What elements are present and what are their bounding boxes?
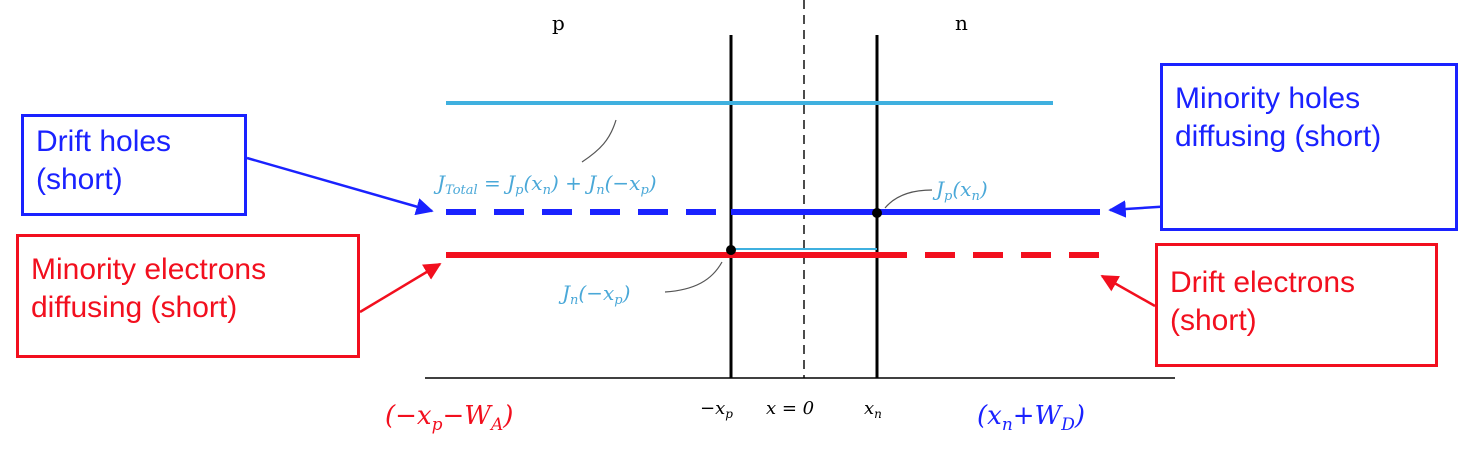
p-region-label: p — [552, 11, 565, 35]
minority-holes-line1: Minority holes — [1175, 82, 1361, 115]
total-current-leader — [581, 119, 617, 163]
jn-neg-xp-label: Jn(−xp) — [558, 281, 630, 308]
drift-electrons-callout: Drift electrons (short) — [1155, 243, 1438, 367]
jn-neg-xp-point — [726, 245, 736, 255]
tick-neg-xp: −xp — [700, 398, 733, 421]
drift-electrons-arrow — [1100, 274, 1156, 308]
jp-leader — [884, 189, 933, 209]
minority-holes-line2: diffusing (short) — [1175, 120, 1382, 153]
minority-electrons-line1: Minority electrons — [31, 253, 267, 286]
minority-electrons-line2: diffusing (short) — [31, 291, 238, 324]
total-current-label: JTotal = Jp(xn) + Jn(−xp) — [433, 171, 657, 198]
minority-electrons-arrow — [359, 262, 442, 314]
drift-holes-line2: (short) — [36, 163, 123, 196]
jn-leader — [664, 261, 723, 293]
drift-holes-arrow — [246, 156, 434, 216]
drift-electrons-line2: (short) — [1170, 304, 1257, 337]
left-boundary-label: (−xp−WA) — [385, 401, 513, 435]
tick-zero: x = 0 — [766, 398, 814, 419]
drift-electrons-line1: Drift electrons — [1170, 266, 1356, 299]
drift-holes-line1: Drift holes — [36, 125, 172, 158]
n-region-label: n — [955, 11, 968, 35]
tick-xn: xn — [864, 398, 882, 421]
minority-electrons-callout: Minority electrons diffusing (short) — [16, 234, 360, 358]
jp-xn-point — [872, 208, 882, 218]
drift-holes-callout: Drift holes (short) — [21, 114, 247, 216]
right-boundary-label: (xn+WD) — [977, 401, 1085, 435]
jp-xn-label: Jp(xn) — [932, 177, 988, 204]
minority-holes-callout: Minority holes diffusing (short) — [1160, 63, 1458, 231]
